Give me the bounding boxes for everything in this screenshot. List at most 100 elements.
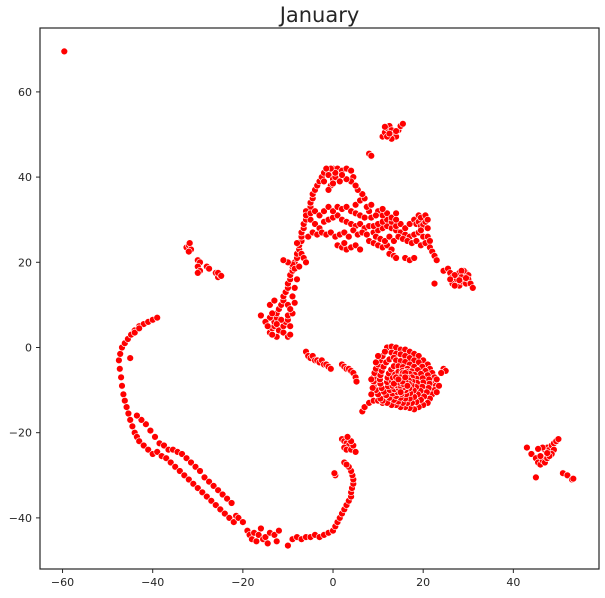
- data-point: [340, 239, 348, 247]
- data-point: [327, 228, 335, 237]
- data-point: [320, 207, 328, 215]
- data-point: [322, 164, 330, 173]
- data-point: [534, 445, 542, 453]
- data-point: [372, 211, 380, 220]
- data-point: [118, 382, 126, 390]
- y-tick-label: 40: [18, 171, 32, 184]
- data-point: [142, 420, 150, 428]
- data-point: [424, 224, 432, 232]
- data-point: [385, 233, 394, 241]
- data-point: [160, 441, 168, 450]
- data-point: [330, 469, 339, 477]
- data-point: [153, 314, 161, 322]
- data-point: [401, 224, 409, 232]
- data-point: [331, 169, 339, 177]
- data-point: [399, 120, 407, 128]
- data-point: [257, 311, 265, 320]
- data-point: [268, 309, 276, 318]
- data-point: [412, 237, 421, 245]
- data-point: [295, 262, 303, 271]
- data-point: [194, 269, 202, 277]
- data-point: [338, 171, 346, 179]
- data-point: [291, 299, 299, 307]
- data-point: [462, 274, 470, 282]
- data-point: [396, 388, 405, 396]
- data-point: [381, 348, 389, 356]
- data-point: [315, 211, 324, 220]
- data-point: [396, 220, 405, 228]
- data-point: [116, 350, 124, 358]
- data-point: [372, 358, 380, 367]
- data-point: [333, 211, 342, 220]
- data-point: [563, 471, 572, 479]
- data-point: [374, 352, 382, 360]
- data-point: [185, 247, 193, 256]
- data-point: [433, 375, 441, 384]
- data-point: [261, 533, 270, 541]
- x-tick-label: −20: [231, 576, 254, 589]
- data-point: [390, 237, 398, 245]
- data-point: [367, 390, 375, 398]
- data-point: [351, 181, 360, 190]
- data-point: [340, 228, 348, 237]
- data-point: [117, 373, 125, 381]
- data-point: [360, 403, 369, 411]
- data-point: [554, 435, 563, 443]
- data-point: [342, 175, 351, 183]
- x-axis: −60 −40 −20 0 20 40: [51, 569, 520, 589]
- chart-title: January: [279, 3, 360, 27]
- data-point: [424, 216, 432, 224]
- data-point: [457, 267, 466, 275]
- data-point: [135, 437, 143, 445]
- data-point: [291, 284, 299, 292]
- data-point: [116, 365, 124, 373]
- data-point: [286, 322, 294, 330]
- data-point: [437, 369, 445, 377]
- data-point: [209, 482, 218, 490]
- data-point: [284, 541, 292, 550]
- data-point: [426, 237, 434, 245]
- data-point: [207, 497, 216, 505]
- data-point: [451, 282, 459, 290]
- data-point: [275, 526, 283, 535]
- data-point: [352, 377, 361, 386]
- y-axis: −40 −20 0 20 40 60: [9, 86, 40, 525]
- data-point: [469, 284, 477, 292]
- data-point: [217, 272, 225, 280]
- data-point: [293, 239, 301, 247]
- data-point: [131, 328, 139, 337]
- data-point: [273, 537, 281, 545]
- data-point: [383, 209, 391, 218]
- data-point: [185, 475, 193, 484]
- data-point: [532, 473, 540, 482]
- data-point: [385, 129, 394, 138]
- data-point: [60, 47, 69, 56]
- data-point: [254, 531, 263, 539]
- data-point: [343, 433, 352, 441]
- data-point: [126, 416, 134, 424]
- data-point: [324, 186, 333, 194]
- data-point: [146, 426, 155, 435]
- data-point: [212, 501, 220, 509]
- x-tick-label: 40: [506, 576, 520, 589]
- x-tick-label: −40: [141, 576, 164, 589]
- x-tick-label: 0: [330, 576, 337, 589]
- data-point: [349, 226, 357, 235]
- data-point: [363, 230, 371, 239]
- data-point: [451, 271, 459, 279]
- data-point: [133, 411, 141, 420]
- data-point: [167, 458, 175, 467]
- data-point: [268, 331, 276, 339]
- data-point: [151, 433, 159, 441]
- data-point: [115, 356, 123, 364]
- y-tick-label: 60: [18, 86, 32, 99]
- data-point: [270, 531, 279, 539]
- data-point: [126, 354, 134, 362]
- data-point: [324, 203, 333, 211]
- data-point: [128, 422, 137, 430]
- data-point: [417, 226, 425, 235]
- data-point: [218, 490, 227, 499]
- data-point: [433, 388, 441, 396]
- data-point: [527, 450, 536, 458]
